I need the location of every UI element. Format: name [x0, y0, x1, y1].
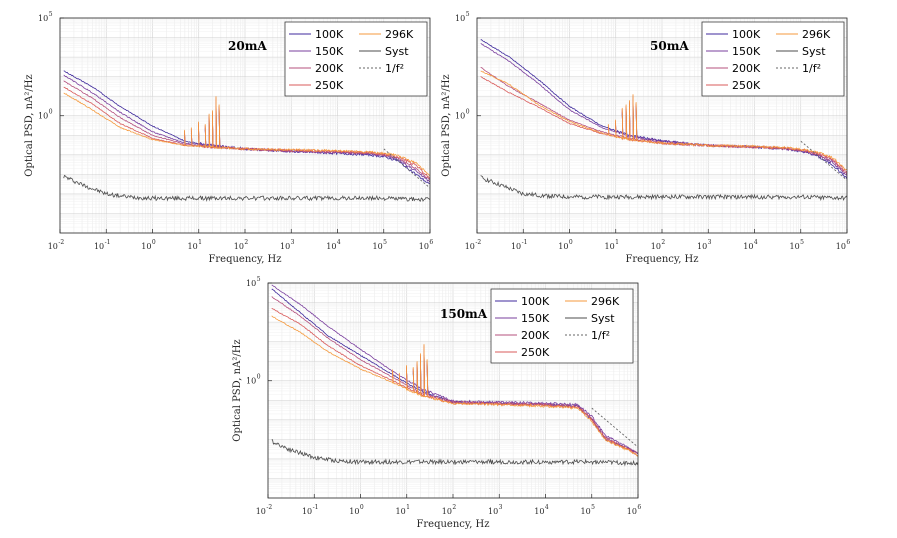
x-tick-label: 104	[534, 504, 549, 516]
x-axis-label: Frequency, Hz	[625, 254, 698, 265]
y-axis-label: Optical PSD, nA²/Hz	[232, 339, 243, 441]
y-tick-label: 100	[38, 109, 53, 121]
x-tick-label: 105	[580, 504, 595, 516]
x-tick-label: 103	[488, 504, 503, 516]
x-tick-label: 101	[395, 504, 410, 516]
y-tick-label: 105	[246, 276, 261, 288]
x-axis-label: Frequency, Hz	[208, 254, 281, 265]
series-group	[63, 70, 430, 202]
chart-panel-50mA: 10-2 10-1 100 101 102 103 104 105 106 100 105 Frequ…	[441, 11, 850, 265]
x-tick-label: 10-1	[94, 239, 111, 251]
legend-label: 100K	[315, 28, 344, 41]
series-line-250K	[63, 86, 430, 180]
panel-title: 150mA	[440, 307, 488, 321]
x-tick-label: 101	[187, 239, 202, 251]
x-tick-label: 104	[743, 239, 758, 251]
legend-label: 250K	[315, 79, 344, 92]
series-line-250K	[271, 307, 638, 457]
series-line-296K	[63, 92, 430, 176]
legend-label: 150K	[315, 45, 344, 58]
x-tick-label: 10-1	[511, 239, 528, 251]
x-tick-label: 105	[372, 239, 387, 251]
series-group	[480, 39, 847, 202]
series-group	[271, 284, 638, 467]
y-tick-label: 105	[38, 11, 53, 23]
legend-label: 250K	[732, 79, 761, 92]
legend-label: 200K	[521, 329, 550, 342]
series-line-296K	[480, 70, 847, 171]
series-line-200K	[271, 296, 638, 454]
legend-label: Syst	[802, 45, 826, 58]
legend-label: 1/f²	[802, 62, 821, 75]
legend: 100K 150K 200K 250K 296K Syst 1/f²	[701, 21, 845, 97]
legend-label: 250K	[521, 346, 550, 359]
x-axis-label: Frequency, Hz	[416, 519, 489, 530]
legend-label: 200K	[315, 62, 344, 75]
legend: 100K 150K 200K 250K 296K Syst 1/f²	[284, 21, 428, 97]
chart-panel-150mA: 10-2 10-1 100 101 102 103 104 105 106 100 105 Frequ…	[232, 276, 641, 530]
legend-label: 100K	[732, 28, 761, 41]
x-tick-label: 100	[349, 504, 364, 516]
chart-panel-20mA: 10-2 10-1 100 101 102 103 104 105 106 100 105 Frequ…	[24, 11, 433, 265]
legend: 100K 150K 200K 250K 296K Syst 1/f²	[490, 288, 634, 364]
x-tick-label: 106	[836, 239, 851, 251]
x-tick-label: 101	[604, 239, 619, 251]
x-tick-label: 102	[234, 239, 249, 251]
panel-title: 50mA	[650, 39, 689, 53]
legend-label: Syst	[591, 312, 615, 325]
series-line-296K	[271, 315, 638, 457]
y-tick-label: 105	[455, 11, 470, 23]
legend-label: 100K	[521, 295, 550, 308]
series-line-Syst	[271, 439, 638, 467]
legend-label: 1/f²	[591, 329, 610, 342]
legend-label: 296K	[802, 28, 831, 41]
legend-label: 296K	[385, 28, 414, 41]
legend-label: 296K	[591, 295, 620, 308]
x-tick-label: 10-2	[256, 504, 273, 516]
series-line-Syst	[480, 175, 847, 202]
x-tick-label: 106	[627, 504, 642, 516]
y-axis-label: Optical PSD, nA²/Hz	[24, 74, 35, 176]
legend-label: 150K	[521, 312, 550, 325]
x-tick-label: 100	[558, 239, 573, 251]
x-tick-label: 104	[326, 239, 341, 251]
x-tick-label: 102	[442, 504, 457, 516]
y-tick-label: 100	[455, 109, 470, 121]
x-tick-label: 106	[419, 239, 434, 251]
x-tick-label: 105	[789, 239, 804, 251]
y-axis-label: Optical PSD, nA²/Hz	[441, 74, 452, 176]
x-tick-label: 103	[697, 239, 712, 251]
legend-label: Syst	[385, 45, 409, 58]
series-line-200K	[63, 80, 430, 180]
series-line-Syst	[63, 174, 430, 202]
legend-label: 150K	[732, 45, 761, 58]
x-tick-label: 100	[141, 239, 156, 251]
x-tick-label: 10-1	[302, 504, 319, 516]
legend-label: 1/f²	[385, 62, 404, 75]
legend-label: 200K	[732, 62, 761, 75]
y-tick-label: 100	[246, 374, 261, 386]
x-tick-label: 10-2	[48, 239, 65, 251]
x-tick-label: 103	[280, 239, 295, 251]
panel-title: 20mA	[228, 39, 267, 53]
x-tick-label: 102	[651, 239, 666, 251]
x-tick-label: 10-2	[465, 239, 482, 251]
